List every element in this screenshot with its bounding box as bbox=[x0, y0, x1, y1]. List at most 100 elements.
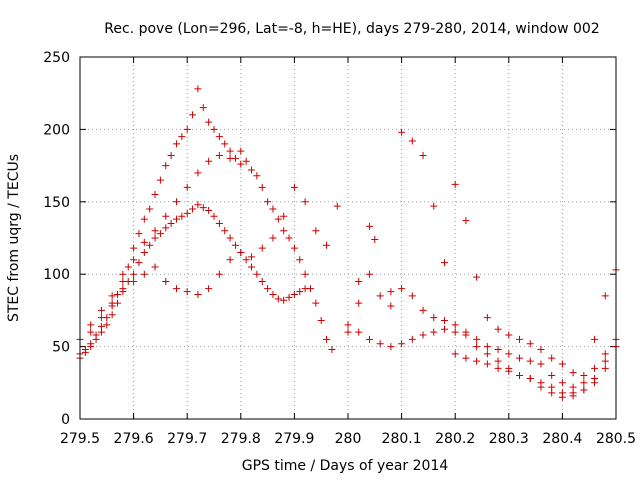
data-point bbox=[124, 263, 132, 271]
data-point bbox=[537, 383, 545, 391]
data-point bbox=[269, 205, 277, 213]
data-point bbox=[156, 176, 164, 184]
data-point bbox=[430, 328, 438, 336]
data-point bbox=[210, 125, 218, 133]
x-tick-label: 280.4 bbox=[542, 431, 582, 447]
data-point bbox=[130, 277, 138, 285]
x-tick-label: 279.7 bbox=[167, 431, 207, 447]
data-point bbox=[440, 259, 448, 267]
chart-title: Rec. pove (Lon=296, Lat=-8, h=HE), days … bbox=[104, 21, 599, 37]
data-point bbox=[269, 290, 277, 298]
data-point bbox=[301, 270, 309, 278]
data-point bbox=[258, 244, 266, 252]
data-point bbox=[140, 270, 148, 278]
data-point bbox=[285, 293, 293, 301]
data-point bbox=[473, 273, 481, 281]
data-point bbox=[189, 111, 197, 119]
data-point bbox=[242, 256, 250, 264]
data-point bbox=[97, 328, 105, 336]
data-point bbox=[205, 118, 213, 126]
data-point bbox=[591, 335, 599, 343]
data-point bbox=[601, 357, 609, 365]
x-tick-label: 279.8 bbox=[221, 431, 261, 447]
data-point bbox=[494, 357, 502, 365]
data-point bbox=[290, 244, 298, 252]
y-tick-label: 250 bbox=[43, 50, 70, 66]
data-point bbox=[226, 147, 234, 155]
data-point bbox=[505, 350, 513, 358]
data-point bbox=[146, 205, 154, 213]
data-point bbox=[419, 306, 427, 314]
plot-frame bbox=[79, 56, 617, 420]
data-point bbox=[558, 360, 566, 368]
x-axis-label: GPS time / Days of year 2014 bbox=[242, 458, 449, 474]
data-point bbox=[205, 206, 213, 214]
data-point bbox=[226, 256, 234, 264]
data-point bbox=[226, 154, 234, 162]
data-point bbox=[119, 270, 127, 278]
data-point bbox=[408, 292, 416, 300]
data-point bbox=[274, 295, 282, 303]
x-tick-label: 280.5 bbox=[596, 431, 636, 447]
data-point bbox=[215, 151, 223, 159]
data-point bbox=[387, 288, 395, 296]
data-point bbox=[151, 191, 159, 199]
data-point bbox=[103, 321, 111, 329]
data-point bbox=[505, 331, 513, 339]
data-point bbox=[591, 374, 599, 382]
data-point bbox=[462, 217, 470, 225]
axis-ticks bbox=[79, 56, 617, 420]
data-point bbox=[473, 343, 481, 351]
data-point bbox=[162, 224, 170, 232]
data-point bbox=[242, 157, 250, 165]
data-point bbox=[183, 125, 191, 133]
data-point bbox=[344, 328, 352, 336]
data-point bbox=[156, 230, 164, 238]
data-point bbox=[558, 393, 566, 401]
data-point bbox=[178, 212, 186, 220]
data-point bbox=[274, 215, 282, 223]
data-point bbox=[290, 183, 298, 191]
data-point bbox=[119, 285, 127, 293]
data-point bbox=[516, 335, 524, 343]
data-point bbox=[215, 270, 223, 278]
data-point bbox=[333, 202, 341, 210]
data-point bbox=[237, 160, 245, 168]
data-point bbox=[494, 325, 502, 333]
data-point bbox=[355, 299, 363, 307]
data-point bbox=[108, 299, 116, 307]
data-point bbox=[516, 372, 524, 380]
data-point bbox=[248, 166, 256, 174]
data-point bbox=[135, 230, 143, 238]
data-point bbox=[365, 270, 373, 278]
data-point bbox=[172, 285, 180, 293]
data-point bbox=[548, 372, 556, 380]
data-point bbox=[151, 227, 159, 235]
data-point bbox=[135, 259, 143, 267]
data-point bbox=[264, 198, 272, 206]
x-tick-label: 279.6 bbox=[114, 431, 154, 447]
data-point bbox=[248, 263, 256, 271]
data-point bbox=[108, 292, 116, 300]
data-point bbox=[199, 204, 207, 212]
data-point bbox=[237, 248, 245, 256]
data-point bbox=[237, 147, 245, 155]
data-point bbox=[253, 270, 261, 278]
data-point bbox=[87, 343, 95, 351]
data-point bbox=[92, 335, 100, 343]
data-point bbox=[290, 290, 298, 298]
data-point bbox=[280, 212, 288, 220]
data-point bbox=[526, 374, 534, 382]
data-point bbox=[355, 277, 363, 285]
data-point bbox=[140, 238, 148, 246]
x-tick-label: 280.3 bbox=[489, 431, 529, 447]
data-point bbox=[483, 343, 491, 351]
data-point bbox=[183, 183, 191, 191]
data-point bbox=[317, 317, 325, 325]
data-point bbox=[172, 140, 180, 148]
data-point bbox=[258, 183, 266, 191]
data-point bbox=[221, 227, 229, 235]
data-point bbox=[162, 277, 170, 285]
data-point bbox=[537, 360, 545, 368]
